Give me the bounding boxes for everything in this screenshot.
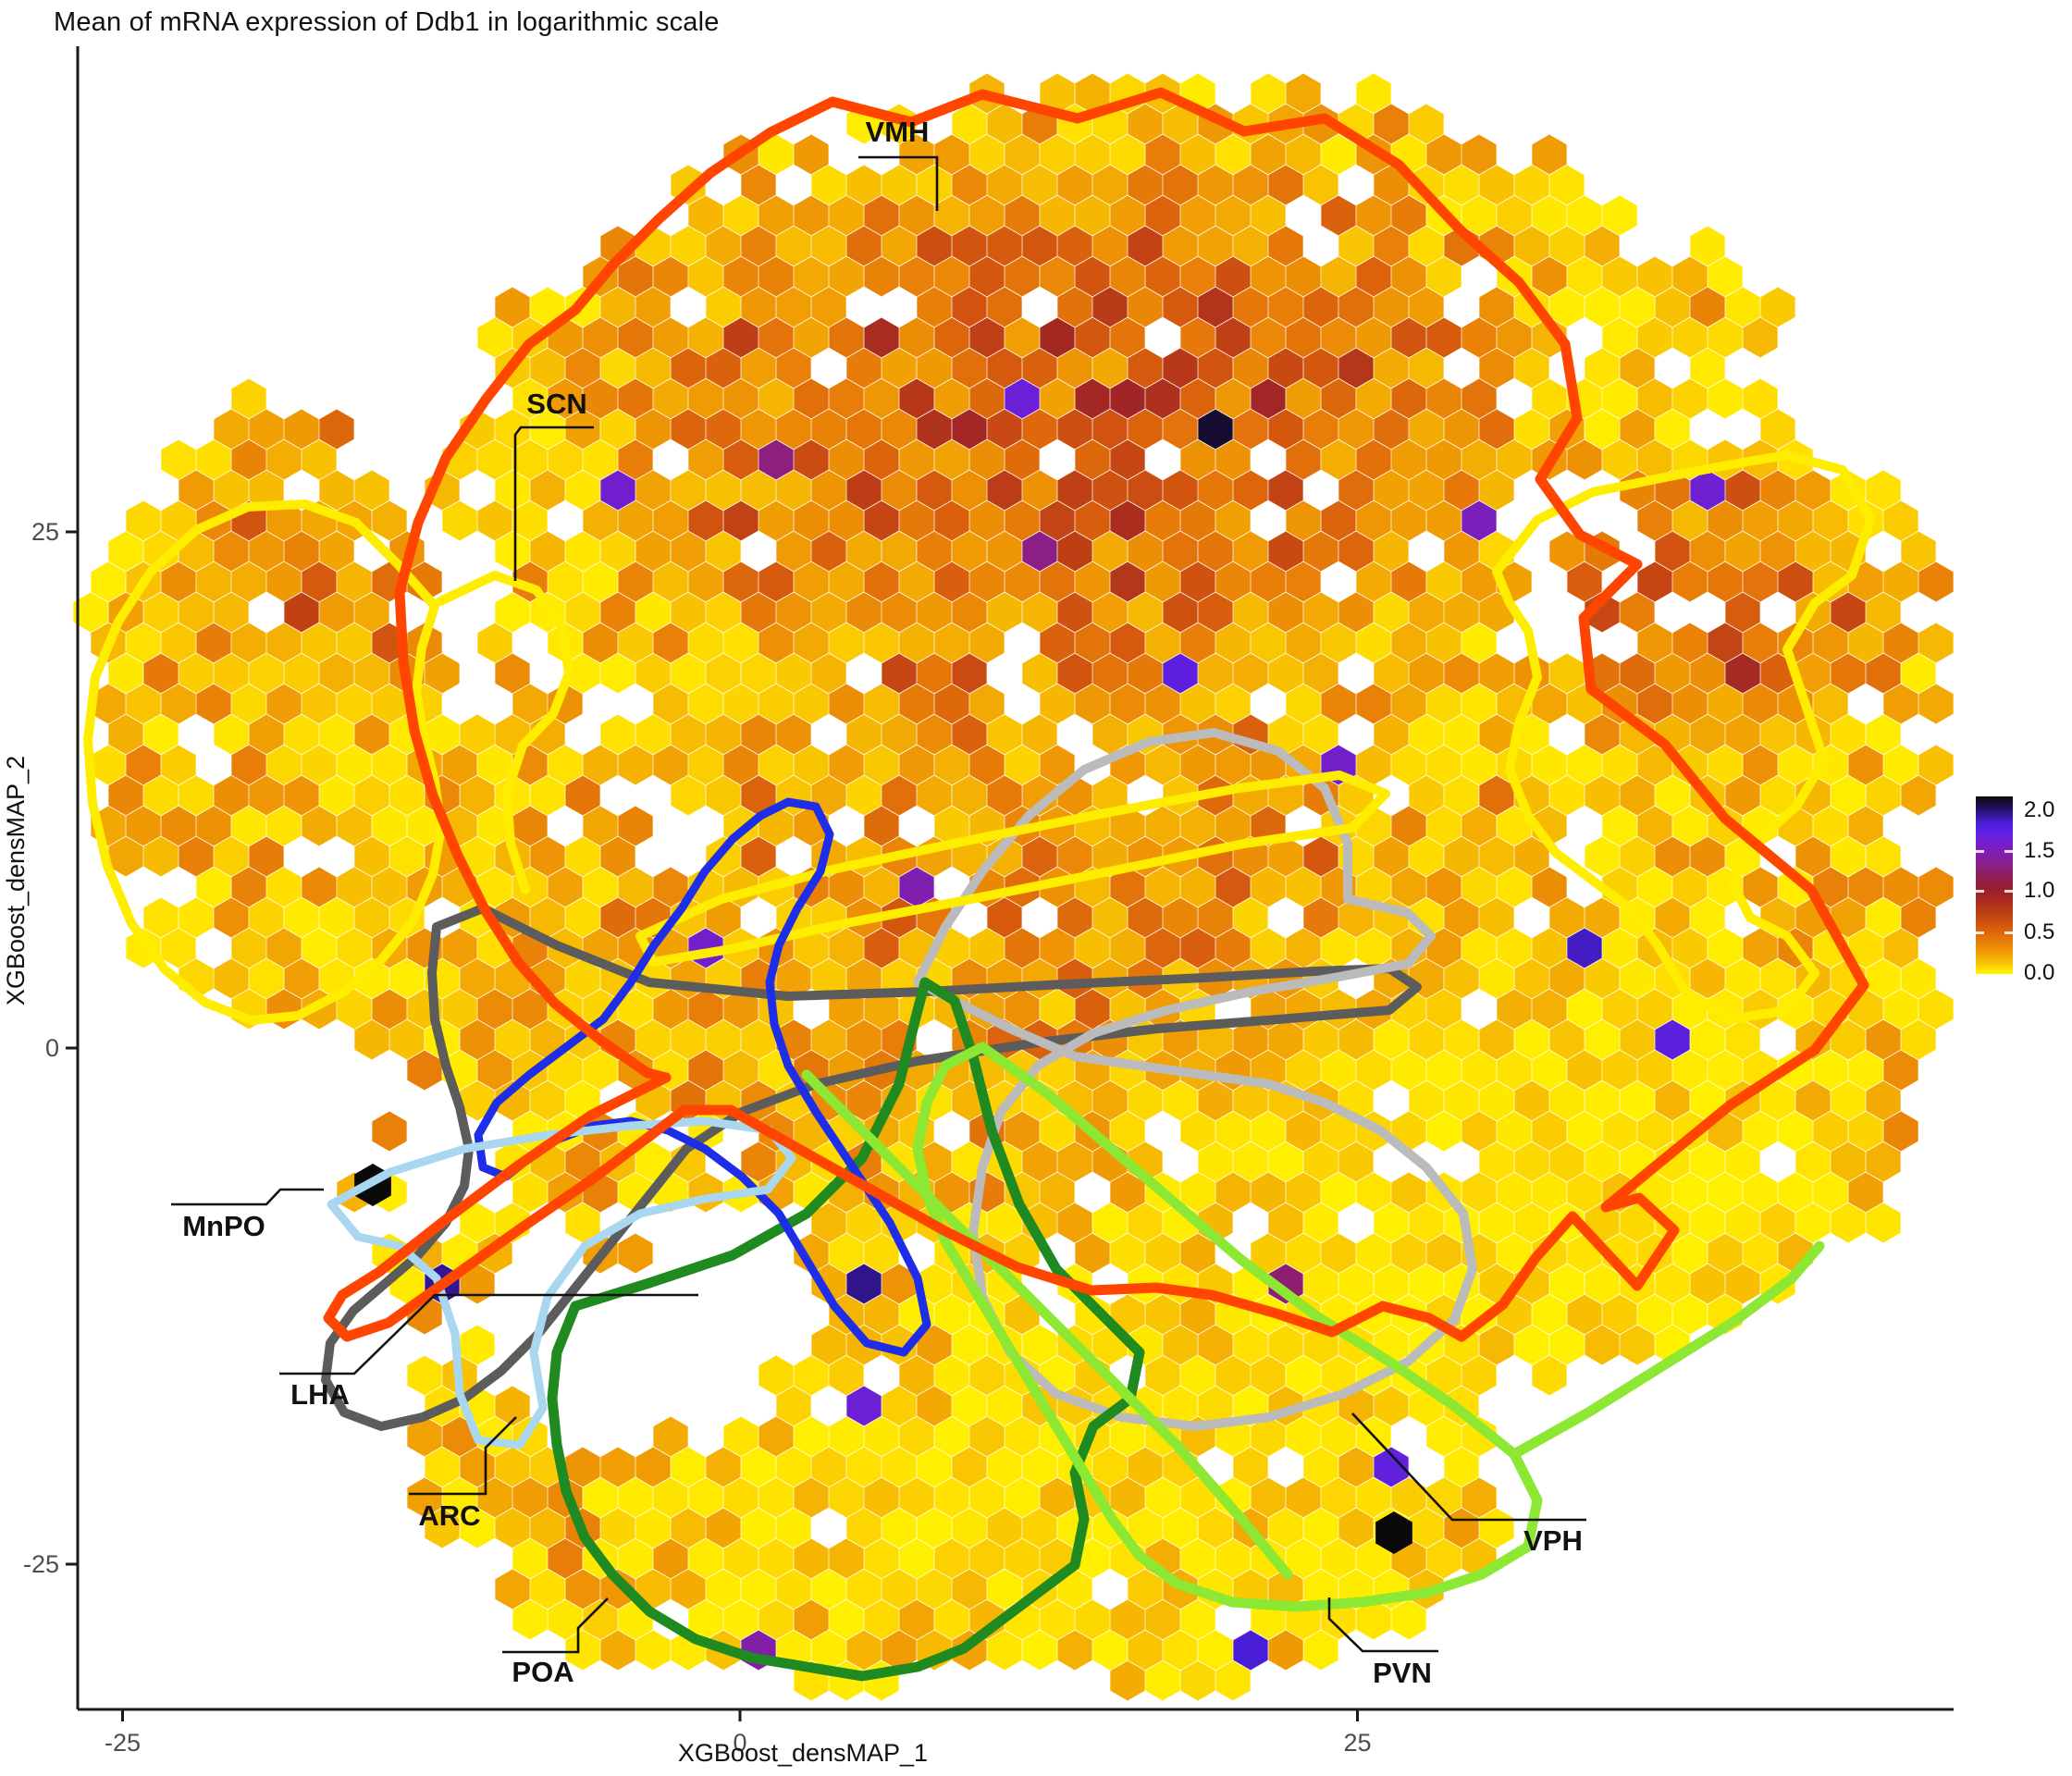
annotation-label-lha: LHA <box>290 1378 350 1411</box>
y-tick-label: -25 <box>23 1550 59 1578</box>
y-axis-title: XGBoost_densMAP_2 <box>2 756 30 1005</box>
y-tick-label: 25 <box>31 518 59 546</box>
region-annotations: VMH SCN MnPO LHA ARC POA PVN VPH <box>171 116 1586 1689</box>
region-outline-vph <box>913 728 1477 1431</box>
chart-title: Mean of mRNA expression of Ddb1 in logar… <box>54 7 720 37</box>
annotation-line-lha <box>279 1293 698 1375</box>
x-tick-label: 25 <box>1343 1729 1371 1757</box>
colorbar-tick-mark <box>1976 850 1984 853</box>
region-outlines <box>83 87 1875 1682</box>
annotation-line-pvn <box>1327 1597 1438 1653</box>
annotation-line-mnpo <box>171 1188 324 1206</box>
annotation-label-vph: VPH <box>1523 1524 1583 1557</box>
colorbar-gradient <box>1976 796 2013 974</box>
y-tick-label: 0 <box>45 1034 59 1062</box>
x-tick-label: 0 <box>733 1729 746 1757</box>
annotation-label-vmh: VMH <box>866 116 930 148</box>
annotation-label-poa: POA <box>512 1656 574 1688</box>
colorbar-legend: 2.0 1.5 1.0 0.5 0.0 <box>1976 796 2072 985</box>
colorbar-tick-label: 1.5 <box>2024 838 2055 863</box>
colorbar-tick-mark <box>2004 890 2013 893</box>
colorbar-tick-mark <box>2004 850 2013 853</box>
region-outline-arc <box>474 797 931 1357</box>
axes: -25 0 25 25 0 -25 XGBoost_densMAP_1 XGBoost_den… <box>2 46 1954 1767</box>
annotation-line-arc <box>409 1416 517 1496</box>
colorbar-tick-mark <box>1976 931 1984 934</box>
annotation-line-poa <box>502 1597 609 1654</box>
annotation-label-mnpo: MnPO <box>182 1210 265 1242</box>
colorbar-tick-mark <box>1976 890 1984 893</box>
colorbar-tick-label: 1.0 <box>2024 878 2055 903</box>
region-outline-vmh <box>323 87 1869 1342</box>
colorbar-tick-label: 0.0 <box>2024 960 2055 985</box>
colorbar-tick-mark <box>2004 931 2013 934</box>
annotation-line-vph <box>1351 1412 1586 1522</box>
annotation-line-vmh <box>858 155 939 211</box>
x-axis-title: XGBoost_densMAP_1 <box>678 1739 928 1767</box>
region-outline-mnpo <box>327 1116 796 1449</box>
annotation-line-scn <box>513 426 594 581</box>
annotation-label-scn: SCN <box>526 388 586 420</box>
colorbar-tick-label: 0.5 <box>2024 919 2055 944</box>
x-tick-label: -25 <box>105 1729 141 1757</box>
colorbar-tick-label: 2.0 <box>2024 797 2055 822</box>
annotation-label-pvn: PVN <box>1373 1657 1432 1689</box>
annotation-label-arc: ARC <box>418 1499 480 1532</box>
region-outline-poa <box>547 977 1145 1682</box>
